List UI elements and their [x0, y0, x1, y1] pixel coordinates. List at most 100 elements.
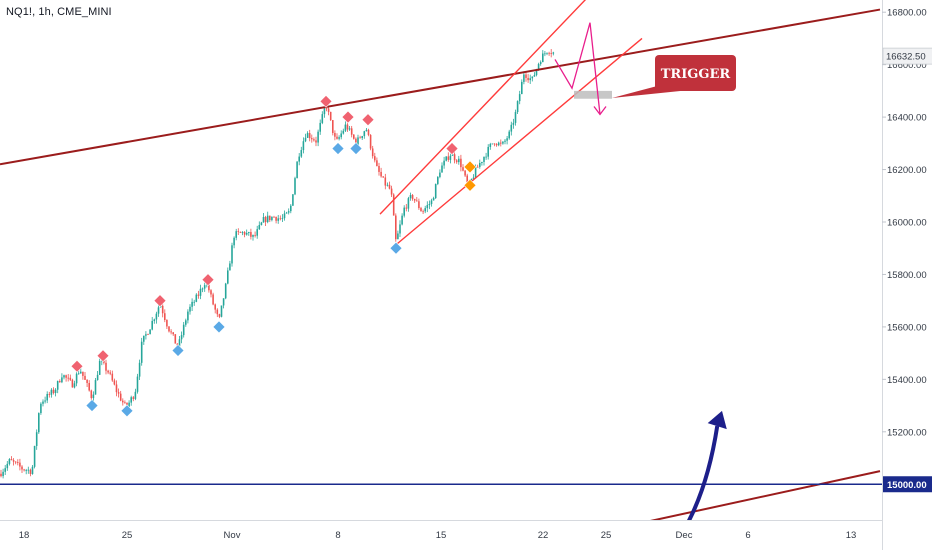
candle-body	[521, 82, 523, 94]
candle-body	[109, 372, 111, 373]
candle-body	[450, 156, 452, 160]
candle-body	[483, 157, 485, 162]
candle-body	[238, 231, 240, 232]
candle-body	[284, 214, 286, 219]
candle-body	[158, 307, 160, 313]
candle-body	[429, 204, 431, 205]
candle-body	[191, 302, 193, 307]
candle-body	[11, 459, 13, 460]
candle-body	[370, 135, 372, 149]
candle-body	[84, 376, 86, 380]
candle-body	[46, 394, 48, 400]
candle-body	[553, 52, 555, 53]
candle-body	[439, 173, 441, 177]
candle-body	[156, 314, 158, 320]
candle-body	[91, 390, 93, 398]
candle-body	[122, 401, 124, 403]
candle-body	[275, 217, 277, 221]
candle-body	[317, 132, 319, 143]
candle-body	[282, 218, 284, 219]
candle-body	[303, 141, 305, 150]
candle-body	[523, 75, 525, 82]
candle-body	[183, 325, 185, 335]
candle-body	[107, 371, 109, 373]
candle-body	[202, 289, 204, 290]
candle-body	[189, 307, 191, 312]
candle-body	[9, 459, 11, 464]
candle-body	[313, 139, 315, 140]
candle-body	[265, 217, 267, 222]
candle-body	[532, 77, 534, 79]
candle-body	[502, 142, 504, 144]
candle-body	[496, 144, 498, 145]
candle-body	[479, 163, 481, 167]
candle-body	[292, 194, 294, 205]
candle-body	[273, 217, 275, 218]
time-tick-label: 18	[19, 530, 30, 541]
candle-body	[198, 295, 200, 296]
candle-body	[494, 143, 496, 144]
candle-body	[53, 390, 55, 393]
current-price-label: 16632.50	[886, 52, 926, 63]
candle-body	[34, 446, 36, 467]
candle-body	[517, 101, 519, 112]
candle-body	[135, 392, 137, 399]
candle-body	[527, 78, 529, 80]
candle-body	[328, 108, 330, 111]
candle-body	[378, 166, 380, 172]
candle-body	[154, 319, 156, 320]
candle-body	[460, 159, 462, 167]
candle-body	[399, 224, 401, 233]
candle-body	[229, 263, 231, 270]
candle-body	[269, 216, 271, 220]
candle-body	[376, 160, 378, 166]
candle-body	[212, 294, 214, 304]
candle-body	[443, 161, 445, 166]
price-tick-label: 16000.00	[887, 218, 927, 229]
candle-body	[416, 201, 418, 202]
candle-body	[65, 375, 67, 377]
price-tick-label: 15400.00	[887, 375, 927, 386]
candle-body	[504, 141, 506, 142]
candle-body	[254, 235, 256, 236]
candle-body	[385, 177, 387, 185]
candle-body	[61, 377, 63, 382]
candle-body	[97, 375, 99, 380]
candle-body	[166, 320, 168, 326]
candle-body	[301, 150, 303, 157]
candle-body	[42, 402, 44, 404]
candle-body	[196, 295, 198, 302]
candle-body	[422, 211, 424, 212]
candle-body	[433, 198, 435, 200]
candle-body	[141, 342, 143, 363]
candle-body	[410, 195, 412, 198]
candle-body	[389, 185, 391, 189]
candle-body	[546, 53, 548, 54]
candle-body	[406, 208, 408, 209]
candle-body	[347, 125, 349, 130]
candle-body	[490, 144, 492, 147]
candle-body	[424, 208, 426, 211]
price-tick-label: 16800.00	[887, 8, 927, 19]
candle-body	[133, 397, 135, 399]
candle-body	[445, 156, 447, 160]
candle-body	[231, 245, 233, 263]
candle-body	[418, 201, 420, 208]
candle-body	[145, 334, 147, 336]
candle-body	[59, 381, 61, 382]
candle-body	[506, 138, 508, 140]
candle-body	[139, 363, 141, 377]
candle-body	[4, 468, 6, 472]
candle-body	[267, 216, 269, 222]
candle-body	[361, 136, 363, 138]
candle-body	[235, 231, 237, 238]
candle-body	[408, 198, 410, 208]
candle-body	[305, 138, 307, 141]
candle-body	[330, 112, 332, 120]
candle-body	[246, 233, 248, 235]
candle-body	[175, 334, 177, 343]
trigger-label: TRIGGER	[661, 67, 731, 82]
candle-body	[364, 131, 366, 136]
trigger-zone[interactable]	[574, 91, 612, 99]
